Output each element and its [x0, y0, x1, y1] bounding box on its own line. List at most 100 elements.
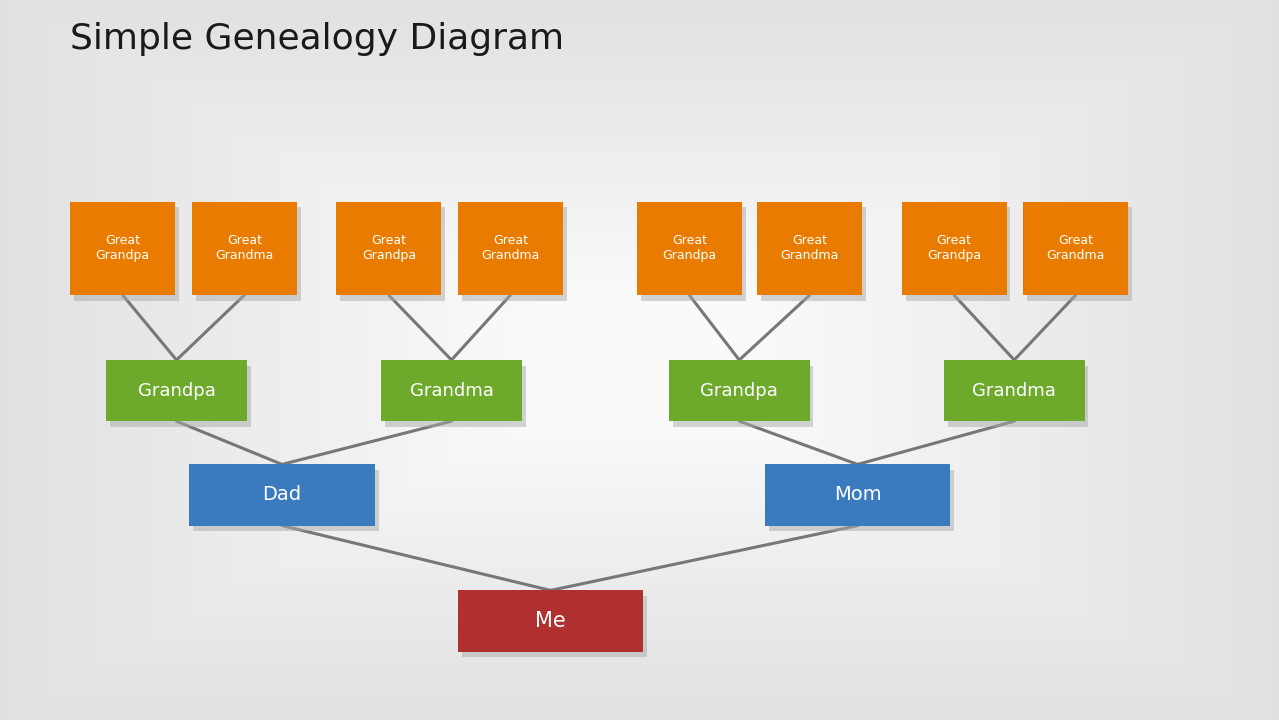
Bar [537, 302, 742, 418]
Text: Me: Me [535, 611, 567, 631]
Bar [174, 98, 1105, 622]
Bar [143, 81, 1136, 639]
Bar [197, 111, 1082, 609]
FancyBboxPatch shape [1023, 202, 1128, 295]
Bar [385, 217, 894, 503]
Bar [317, 179, 962, 541]
FancyBboxPatch shape [462, 596, 647, 657]
Bar [501, 282, 778, 438]
Bar [505, 284, 773, 435]
Bar [299, 168, 980, 552]
Bar [272, 154, 1005, 566]
Text: Great
Grandma: Great Grandma [1046, 235, 1105, 262]
FancyBboxPatch shape [769, 470, 954, 531]
FancyBboxPatch shape [641, 207, 746, 301]
Text: Simple Genealogy Diagram: Simple Genealogy Diagram [70, 22, 564, 55]
Bar [138, 78, 1141, 642]
Bar [281, 158, 996, 562]
Text: Great
Grandpa: Great Grandpa [362, 235, 416, 262]
Bar [170, 96, 1109, 624]
Bar [81, 45, 1198, 675]
Bar [407, 229, 872, 491]
Bar [349, 197, 930, 523]
Bar [102, 58, 1175, 662]
Bar [269, 151, 1010, 569]
Bar [492, 277, 787, 443]
Bar [224, 126, 1055, 594]
Bar [514, 290, 764, 430]
Bar [107, 60, 1172, 660]
Text: Great
Grandpa: Great Grandpa [96, 235, 150, 262]
Bar [90, 50, 1189, 670]
Bar [308, 174, 971, 546]
Text: Great
Grandma: Great Grandma [481, 235, 540, 262]
Bar [399, 224, 880, 495]
Bar [95, 53, 1184, 667]
Text: Great
Grandma: Great Grandma [780, 235, 839, 262]
Bar [519, 292, 760, 428]
Bar [443, 250, 836, 471]
FancyBboxPatch shape [1027, 207, 1132, 301]
FancyBboxPatch shape [336, 202, 441, 295]
Bar [229, 128, 1051, 592]
Bar [260, 146, 1019, 574]
FancyBboxPatch shape [458, 202, 563, 295]
Bar [184, 103, 1095, 616]
Text: Grandma: Grandma [409, 382, 494, 400]
Bar [192, 108, 1087, 612]
Bar [292, 163, 987, 556]
Bar [206, 116, 1073, 604]
Bar [242, 136, 1037, 584]
Bar [72, 40, 1207, 680]
FancyBboxPatch shape [669, 360, 810, 421]
Bar [340, 192, 939, 528]
FancyBboxPatch shape [196, 207, 301, 301]
FancyBboxPatch shape [192, 202, 297, 295]
Bar [84, 48, 1195, 672]
Bar [394, 222, 885, 498]
Bar [371, 209, 908, 511]
Bar [421, 237, 858, 483]
Bar [453, 254, 828, 466]
Text: Great
Grandpa: Great Grandpa [927, 235, 981, 262]
Bar [130, 73, 1149, 647]
Bar [389, 219, 890, 501]
Bar [67, 38, 1212, 683]
FancyBboxPatch shape [385, 366, 526, 427]
Bar [528, 297, 751, 423]
Bar [255, 144, 1023, 576]
Bar [489, 274, 790, 445]
Bar [188, 106, 1091, 614]
Text: Great
Grandma: Great Grandma [215, 235, 274, 262]
Bar [412, 232, 867, 488]
Bar [510, 287, 769, 433]
Bar [496, 280, 781, 440]
Text: Grandpa: Grandpa [701, 382, 778, 400]
Bar [327, 184, 952, 536]
Bar [265, 149, 1016, 572]
Bar [134, 76, 1145, 644]
Bar [457, 257, 822, 463]
Bar [125, 71, 1154, 649]
Bar [478, 269, 801, 451]
FancyBboxPatch shape [906, 207, 1010, 301]
Bar [166, 93, 1114, 626]
Bar [156, 89, 1123, 632]
FancyBboxPatch shape [757, 202, 862, 295]
Bar [161, 91, 1118, 629]
FancyBboxPatch shape [106, 360, 247, 421]
Bar [439, 247, 840, 473]
Bar [524, 295, 755, 425]
FancyBboxPatch shape [381, 360, 522, 421]
Text: Dad: Dad [262, 485, 302, 505]
Bar [460, 260, 819, 461]
Bar [113, 63, 1166, 657]
Bar [238, 133, 1041, 586]
FancyBboxPatch shape [70, 202, 175, 295]
Bar [251, 141, 1028, 579]
Bar [179, 101, 1100, 619]
Bar [304, 171, 975, 549]
Bar [148, 83, 1131, 636]
FancyBboxPatch shape [948, 366, 1088, 427]
Bar [466, 262, 813, 458]
